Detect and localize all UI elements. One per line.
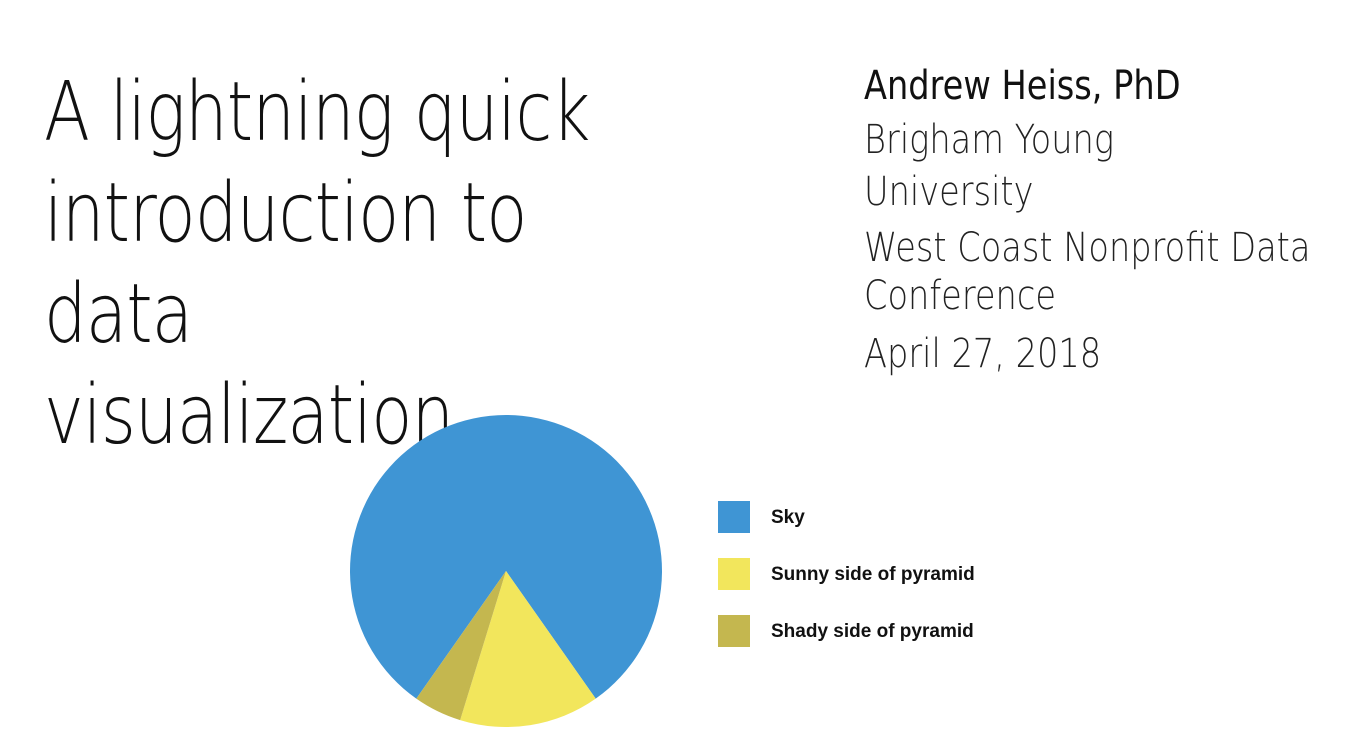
author-block: Andrew Heiss, PhD Brigham Young Universi… — [864, 58, 1310, 380]
pie-slice-shady-side-of-pyramid — [416, 571, 506, 721]
pie-slice-sky — [350, 414, 662, 699]
legend-label: Sky — [771, 507, 805, 528]
title-line-1: A lightning quick — [44, 65, 590, 160]
legend-swatch — [718, 501, 750, 533]
conference-line-2: Conference — [864, 273, 1057, 319]
author-affiliation: Brigham Young University — [864, 117, 1114, 215]
pie-chart-svg: Sky Sunny side of pyramid Shady side of py… — [350, 414, 975, 727]
title-line-3: visualization — [44, 368, 454, 463]
legend-label: Sunny side of pyramid — [771, 564, 975, 585]
pie-slice-sunny-side-of-pyramid — [460, 571, 596, 727]
legend-label: Shady side of pyramid — [771, 621, 974, 642]
conference-name: West Coast Nonprofit Data Conference — [864, 224, 1334, 320]
legend-swatch — [718, 615, 750, 647]
slide-title: A lightning quick introduction to data v… — [44, 62, 684, 466]
pie-slices — [350, 414, 662, 727]
chart-legend: Sky Sunny side of pyramid Shady side of py… — [718, 501, 975, 647]
presentation-date: April 27, 2018 — [864, 331, 1102, 377]
legend-swatch — [718, 558, 750, 590]
pie-chart: Sky Sunny side of pyramid Shady side of py… — [340, 400, 1040, 740]
title-line-2: introduction to data — [44, 166, 527, 362]
conference-line-1: West Coast Nonprofit Data — [864, 225, 1311, 271]
author-name: Andrew Heiss, PhD — [864, 63, 1181, 109]
